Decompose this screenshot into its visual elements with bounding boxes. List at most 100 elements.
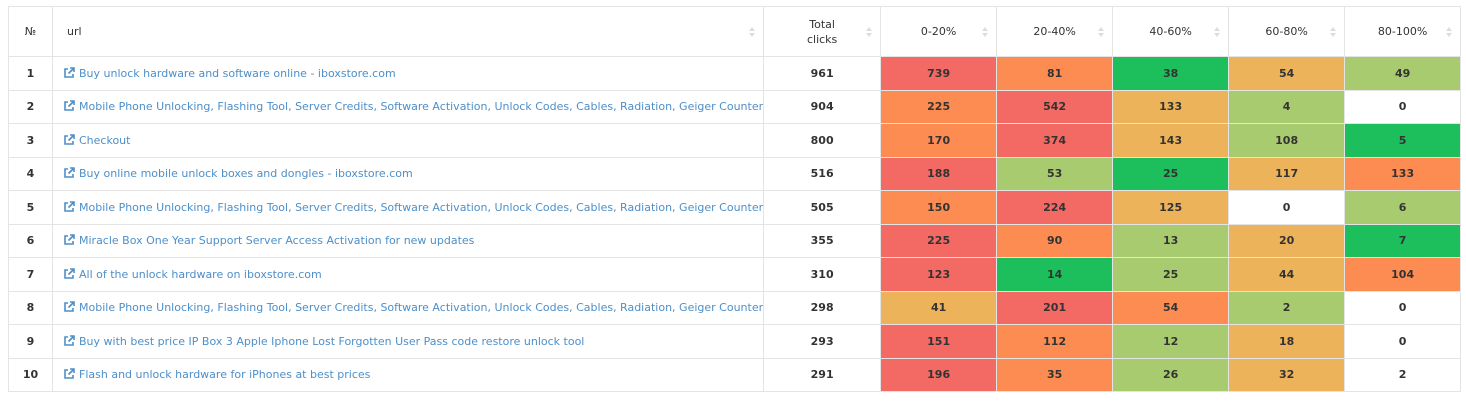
table-row: 9 Buy with best price IP Box 3 Apple Ipho… <box>8 324 1462 359</box>
column-label: Total clicks <box>806 17 838 46</box>
bucket-cell: 38 <box>1112 56 1230 91</box>
external-link-icon <box>64 234 75 246</box>
bucket-cell: 188 <box>880 156 998 191</box>
url-link[interactable]: Buy online mobile unlock boxes and dongl… <box>79 167 413 181</box>
url-cell[interactable]: Buy unlock hardware and software online … <box>51 56 765 91</box>
table-row: 7 All of the unlock hardware on iboxstore… <box>8 257 1462 292</box>
bucket-cell: 14 <box>996 257 1114 292</box>
row-number: 10 <box>8 357 53 392</box>
table-row: 5 Mobile Phone Unlocking, Flashing Tool, … <box>8 190 1462 225</box>
total-clicks: 904 <box>763 89 882 124</box>
external-link-icon <box>64 100 75 112</box>
bucket-cell: 41 <box>880 290 998 325</box>
bucket-cell: 54 <box>1112 290 1230 325</box>
bucket-cell: 224 <box>996 190 1114 225</box>
external-link-icon <box>64 368 75 380</box>
table-row: 1 Buy unlock hardware and software online… <box>8 56 1462 91</box>
external-link-icon <box>64 334 75 346</box>
bucket-cell: 81 <box>996 56 1114 91</box>
bucket-cell: 112 <box>996 324 1114 359</box>
external-link-icon <box>64 133 75 145</box>
bucket-cell: 739 <box>880 56 998 91</box>
row-number: 7 <box>8 257 53 292</box>
bucket-cell: 125 <box>1112 190 1230 225</box>
column-header[interactable]: 60-80% <box>1228 6 1346 57</box>
url-link[interactable]: Mobile Phone Unlocking, Flashing Tool, S… <box>79 100 764 114</box>
bucket-cell: 133 <box>1344 156 1462 191</box>
bucket-cell: 54 <box>1228 56 1346 91</box>
url-link[interactable]: Mobile Phone Unlocking, Flashing Tool, S… <box>79 200 764 214</box>
bucket-cell: 90 <box>996 223 1114 258</box>
url-cell[interactable]: Buy online mobile unlock boxes and dongl… <box>51 156 765 191</box>
bucket-cell: 4 <box>1228 89 1346 124</box>
bucket-cell: 225 <box>880 223 998 258</box>
column-header[interactable]: 0-20% <box>880 6 998 57</box>
url-link[interactable]: Flash and unlock hardware for iPhones at… <box>79 368 371 382</box>
url-cell[interactable]: Buy with best price IP Box 3 Apple Iphon… <box>51 324 765 359</box>
bucket-cell: 0 <box>1344 324 1462 359</box>
bucket-cell: 133 <box>1112 89 1230 124</box>
external-link-icon <box>64 301 75 313</box>
bucket-cell: 26 <box>1112 357 1230 392</box>
url-link[interactable]: Miracle Box One Year Support Server Acce… <box>79 234 475 248</box>
url-link[interactable]: Mobile Phone Unlocking, Flashing Tool, S… <box>79 301 764 315</box>
row-number: 4 <box>8 156 53 191</box>
total-clicks: 505 <box>763 190 882 225</box>
url-link[interactable]: Buy with best price IP Box 3 Apple Iphon… <box>79 334 585 348</box>
bucket-cell: 12 <box>1112 324 1230 359</box>
bucket-cell: 44 <box>1228 257 1346 292</box>
bucket-cell: 32 <box>1228 357 1346 392</box>
header-row: № url Total clicks 0-20% 20-40% 40-60% 60-80% 8… <box>8 6 1462 57</box>
bucket-cell: 170 <box>880 123 998 158</box>
bucket-cell: 123 <box>880 257 998 292</box>
url-cell[interactable]: Mobile Phone Unlocking, Flashing Tool, S… <box>51 190 765 225</box>
bucket-cell: 104 <box>1344 257 1462 292</box>
url-cell[interactable]: Mobile Phone Unlocking, Flashing Tool, S… <box>51 290 765 325</box>
column-header: № <box>8 6 53 57</box>
bucket-cell: 18 <box>1228 324 1346 359</box>
bucket-cell: 225 <box>880 89 998 124</box>
url-cell[interactable]: Mobile Phone Unlocking, Flashing Tool, S… <box>51 89 765 124</box>
bucket-cell: 374 <box>996 123 1114 158</box>
row-number: 6 <box>8 223 53 258</box>
row-number: 9 <box>8 324 53 359</box>
column-header[interactable]: Total clicks <box>763 6 882 57</box>
row-number: 3 <box>8 123 53 158</box>
column-header[interactable]: 40-60% <box>1112 6 1230 57</box>
column-header[interactable]: 20-40% <box>996 6 1114 57</box>
bucket-cell: 201 <box>996 290 1114 325</box>
bucket-cell: 5 <box>1344 123 1462 158</box>
table-row: 2 Mobile Phone Unlocking, Flashing Tool, … <box>8 89 1462 124</box>
column-header[interactable]: 80-100% <box>1344 6 1462 57</box>
bucket-cell: 7 <box>1344 223 1462 258</box>
bucket-cell: 150 <box>880 190 998 225</box>
clicks-table: № url Total clicks 0-20% 20-40% 40-60% 60-80% 8… <box>8 6 1462 392</box>
bucket-cell: 108 <box>1228 123 1346 158</box>
url-link[interactable]: Checkout <box>79 133 131 147</box>
url-cell[interactable]: Checkout <box>51 123 765 158</box>
url-link[interactable]: Buy unlock hardware and software online … <box>79 66 396 80</box>
url-cell[interactable]: All of the unlock hardware on iboxstore.… <box>51 257 765 292</box>
external-link-icon <box>64 167 75 179</box>
bucket-cell: 53 <box>996 156 1114 191</box>
url-link[interactable]: All of the unlock hardware on iboxstore.… <box>79 267 322 281</box>
total-clicks: 310 <box>763 257 882 292</box>
bucket-cell: 25 <box>1112 156 1230 191</box>
bucket-cell: 2 <box>1344 357 1462 392</box>
url-cell[interactable]: Flash and unlock hardware for iPhones at… <box>51 357 765 392</box>
total-clicks: 293 <box>763 324 882 359</box>
total-clicks: 291 <box>763 357 882 392</box>
bucket-cell: 13 <box>1112 223 1230 258</box>
url-cell[interactable]: Miracle Box One Year Support Server Acce… <box>51 223 765 258</box>
total-clicks: 961 <box>763 56 882 91</box>
bucket-cell: 0 <box>1344 89 1462 124</box>
bucket-cell: 25 <box>1112 257 1230 292</box>
row-number: 2 <box>8 89 53 124</box>
column-header[interactable]: url <box>51 6 765 57</box>
bucket-cell: 2 <box>1228 290 1346 325</box>
row-number: 8 <box>8 290 53 325</box>
row-number: 1 <box>8 56 53 91</box>
bucket-cell: 196 <box>880 357 998 392</box>
total-clicks: 800 <box>763 123 882 158</box>
